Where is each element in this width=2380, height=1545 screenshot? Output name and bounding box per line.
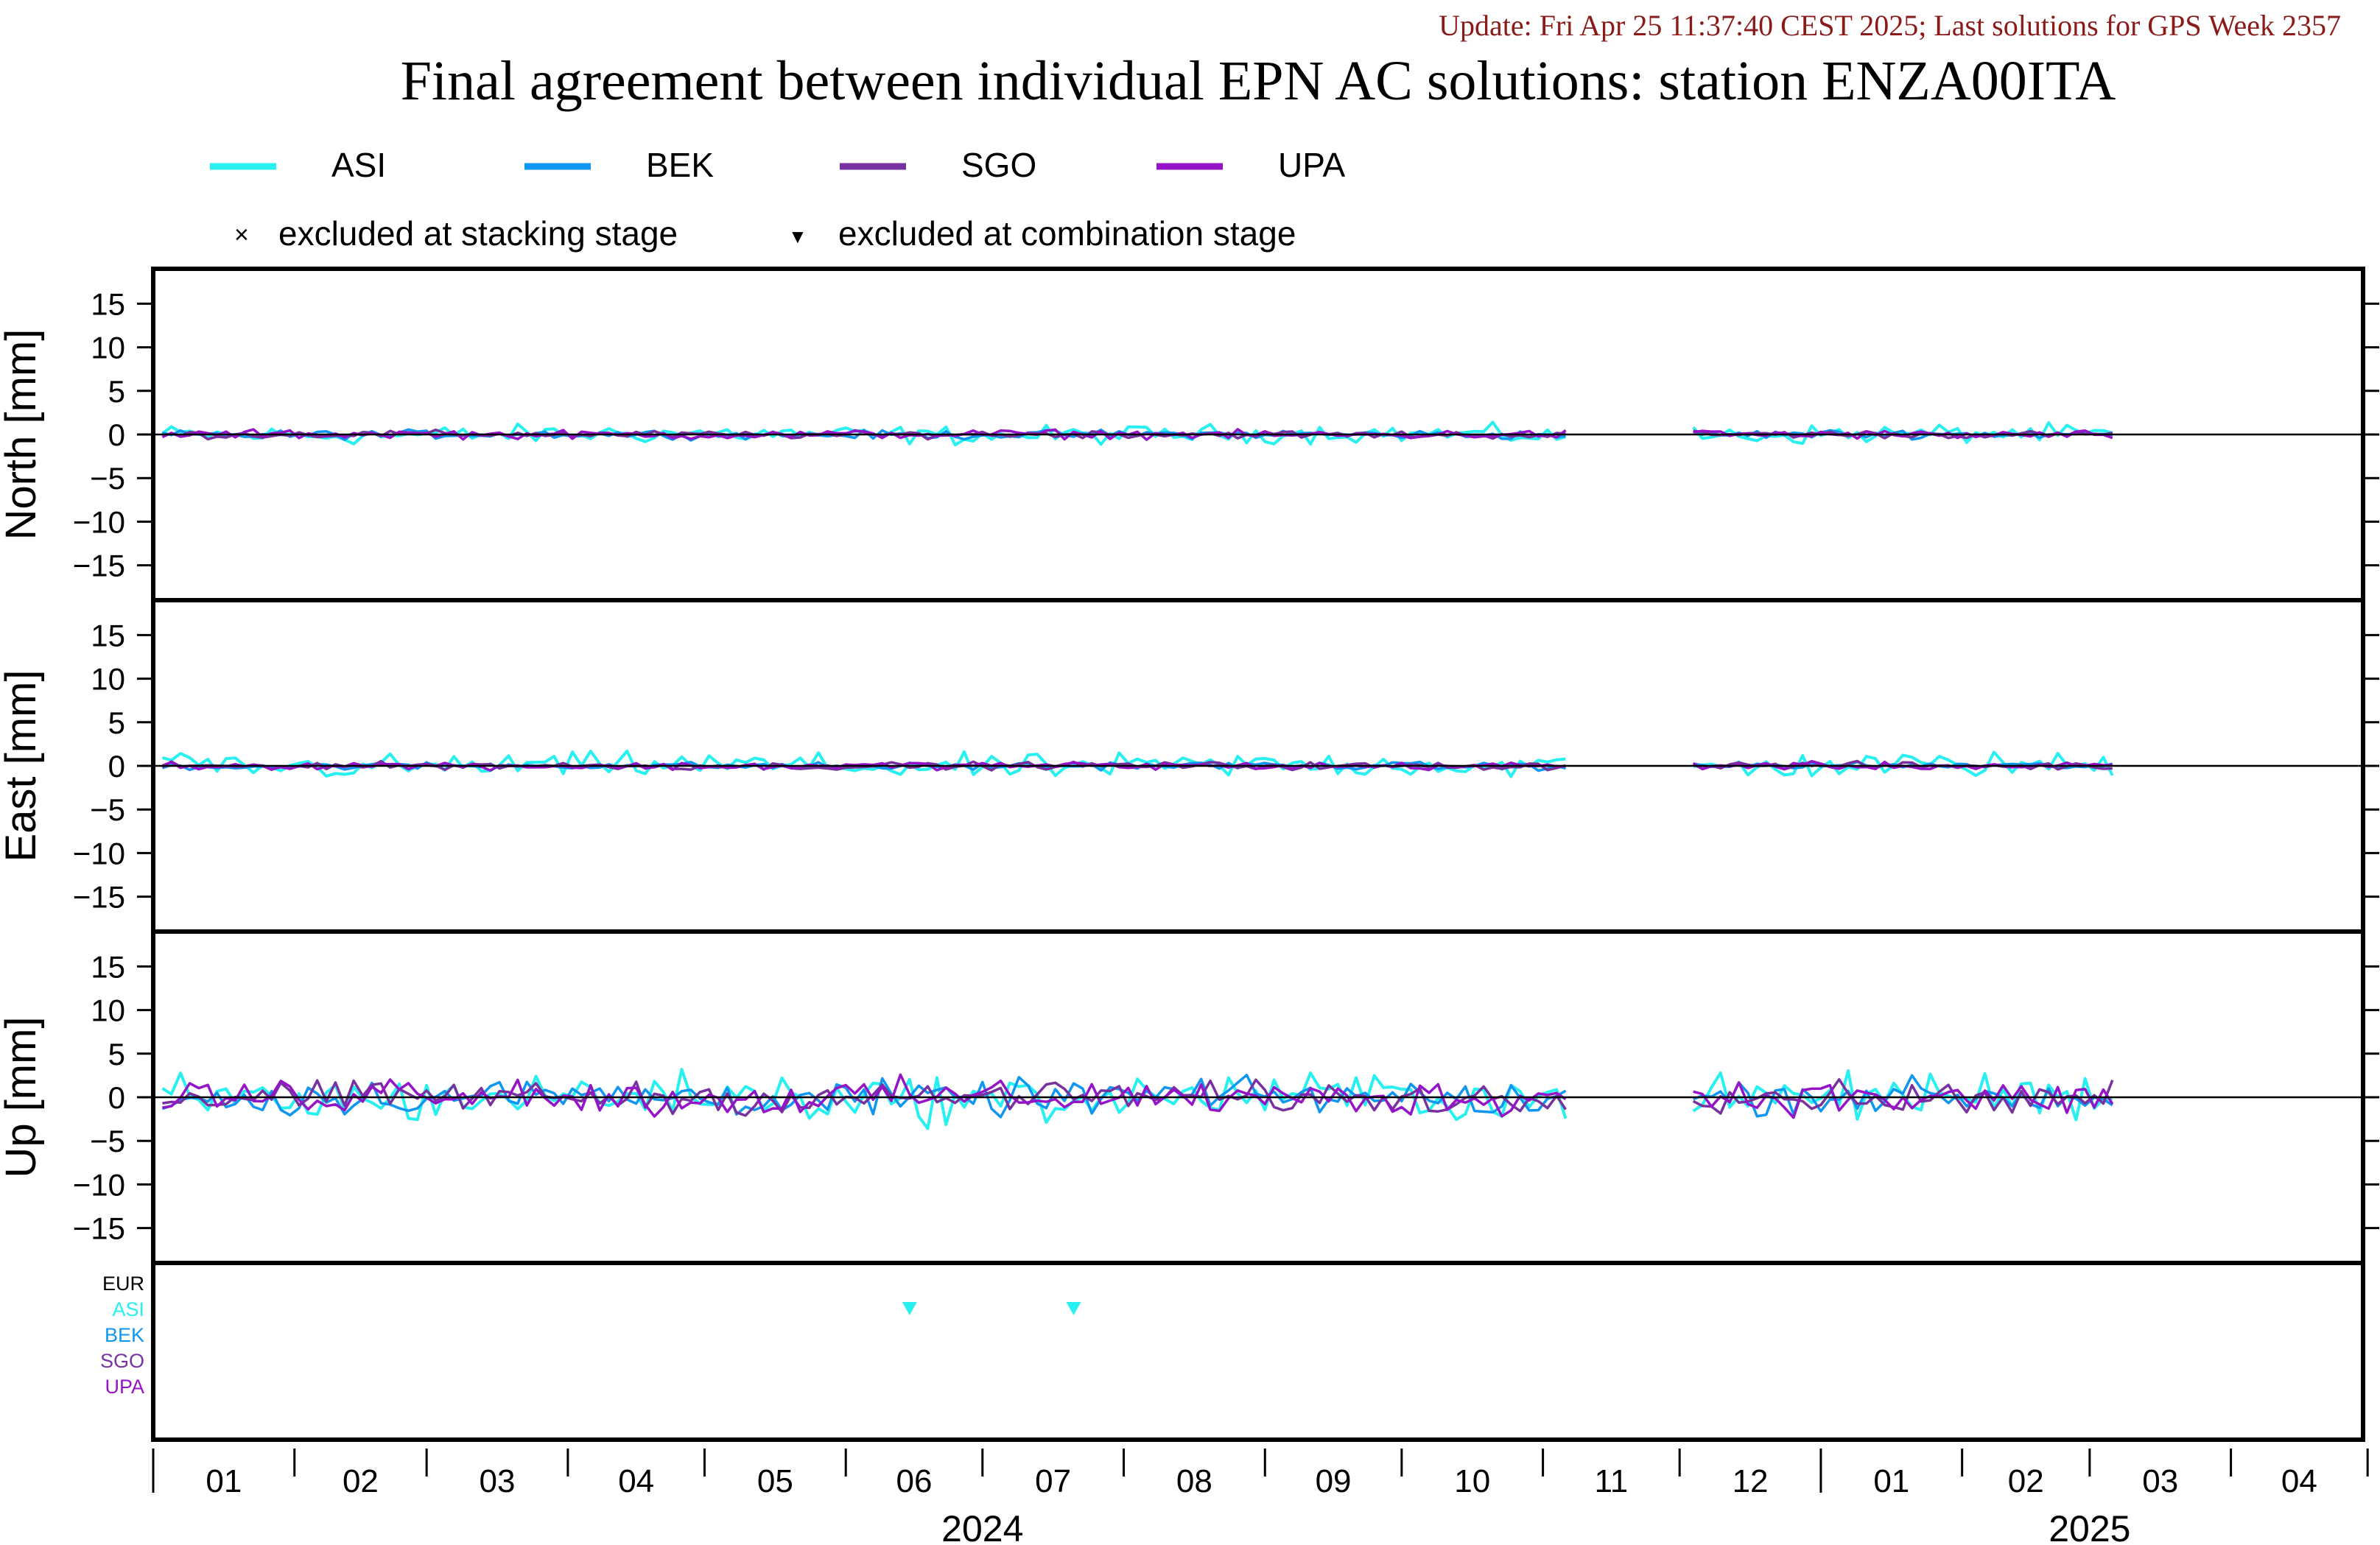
y-tick-label: 15	[91, 949, 125, 984]
y-axis-label: North [mm]	[0, 329, 45, 541]
series-line-sgo	[1692, 1077, 2114, 1115]
exclusion-row-label-bek: BEK	[105, 1324, 144, 1346]
y-tick-label: 10	[91, 331, 125, 365]
legend-marker-symbol-1: ×	[234, 221, 249, 249]
series-line-sgo	[162, 1078, 1567, 1117]
legend-label-asi: ASI	[331, 146, 386, 184]
exclusion-row-label-eur: EUR	[102, 1273, 144, 1295]
x-year-label: 2025	[2049, 1508, 2130, 1545]
y-tick-label: −10	[73, 1167, 125, 1202]
legend: ASI BEK SGO UPA × excluded at stacking stage ▼…	[210, 146, 1345, 253]
y-tick-label: 10	[91, 662, 125, 697]
exclusion-row-label-sgo: SGO	[100, 1350, 144, 1372]
legend-label-upa: UPA	[1278, 146, 1345, 184]
legend-label-sgo: SGO	[961, 146, 1036, 184]
x-month-label: 04	[2281, 1463, 2317, 1499]
y-tick-label: −10	[73, 836, 125, 870]
y-tick-label: −15	[73, 1211, 125, 1246]
series-line-asi	[161, 1068, 1568, 1130]
y-tick-label: 5	[108, 705, 125, 740]
x-month-label: 04	[618, 1463, 654, 1499]
x-year-label: 2024	[941, 1508, 1023, 1545]
y-tick-label: −15	[73, 880, 125, 915]
combination-exclusion-marker	[1066, 1302, 1081, 1315]
y-tick-label: −5	[90, 1124, 125, 1158]
y-axis-label: East [mm]	[0, 669, 45, 862]
x-month-label: 07	[1035, 1463, 1071, 1499]
update-text: Update: Fri Apr 25 11:37:40 CEST 2025; L…	[1439, 9, 2341, 42]
y-tick-label: −15	[73, 549, 125, 583]
panel-east: 15 10 5 0 −5 −10 −15 East [mm]	[0, 598, 2379, 934]
panel-up: 15 10 5 0 −5 −10 −15 Up [mm]	[0, 929, 2379, 1265]
panel-north: 15 10 5 0 −5 −10 −15 North [mm]	[0, 267, 2379, 602]
x-month-label: 05	[757, 1463, 793, 1499]
x-month-label: 12	[1733, 1463, 1769, 1499]
y-tick-label: 0	[108, 749, 125, 784]
y-tick-label: 0	[108, 418, 125, 452]
x-month-label: 01	[1873, 1463, 1909, 1499]
series-line-asi	[161, 749, 1566, 778]
legend-marker-label-2: excluded at combination stage	[838, 214, 1296, 253]
time-axis: 01 02 03 04 05 06 07 08 09 10 11 12 01 02 03 04 2024 2025	[152, 1449, 2369, 1545]
series-line-bek	[1693, 1074, 2113, 1118]
y-tick-label: −10	[73, 504, 125, 539]
chart-title: Final agreement between individual EPN A…	[401, 50, 2116, 112]
x-month-label: 11	[1595, 1463, 1629, 1499]
y-tick-label: 5	[108, 1037, 125, 1071]
exclusion-row-label-asi: ASI	[112, 1298, 144, 1320]
y-tick-label: 10	[91, 993, 125, 1028]
x-month-label: 03	[480, 1463, 516, 1499]
legend-marker-label-1: excluded at stacking stage	[278, 214, 678, 253]
combination-exclusion-marker	[902, 1302, 917, 1315]
y-tick-label: 15	[91, 286, 125, 321]
y-axis-label: Up [mm]	[0, 1016, 45, 1178]
x-month-label: 02	[343, 1463, 379, 1499]
y-tick-label: −5	[90, 461, 125, 496]
y-tick-label: 15	[91, 618, 125, 652]
exclusion-row-label-upa: UPA	[105, 1376, 144, 1398]
x-month-label: 10	[1454, 1463, 1490, 1499]
y-tick-label: −5	[90, 792, 125, 827]
x-month-label: 02	[2008, 1463, 2044, 1499]
y-tick-label: 0	[108, 1080, 125, 1115]
legend-marker-symbol-2: ▼	[788, 225, 807, 247]
exclusion-frame	[151, 1261, 2365, 1442]
series-line-upa	[1693, 429, 2113, 440]
plot-panels: 15 10 5 0 −5 −10 −15 North [mm] 15 10 5 0 −5 −10 −15 Ea…	[0, 267, 2379, 1265]
x-month-label: 09	[1316, 1463, 1352, 1499]
x-month-label: 01	[206, 1463, 242, 1499]
x-month-label: 06	[896, 1463, 933, 1499]
x-month-label: 03	[2142, 1463, 2178, 1499]
exclusion-panel: EUR ASI BEK SGO UPA	[100, 1261, 2365, 1442]
x-month-label: 08	[1176, 1463, 1212, 1499]
y-tick-label: 5	[108, 374, 125, 409]
series-line-bek	[161, 1074, 1567, 1119]
legend-label-bek: BEK	[646, 146, 714, 184]
